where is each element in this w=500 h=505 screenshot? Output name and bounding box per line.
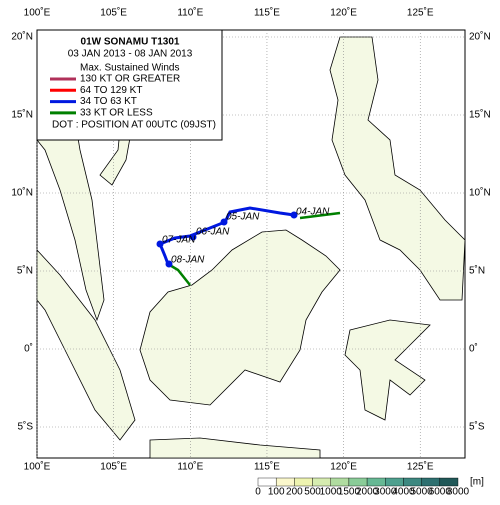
legend-box bbox=[36, 29, 223, 141]
colorbar-unit: [m] bbox=[470, 477, 484, 488]
lon-label: 110˚E bbox=[177, 7, 203, 19]
dot bbox=[220, 218, 228, 226]
lon-label: 120˚E bbox=[330, 461, 357, 473]
track-storm bbox=[158, 206, 295, 265]
dot bbox=[189, 233, 197, 241]
lat-label: 15˚N bbox=[11, 109, 33, 121]
colorbar-cell bbox=[330, 477, 350, 487]
lon-label: 125˚E bbox=[407, 461, 434, 473]
legend-label: 33 KT OR LESS bbox=[80, 108, 153, 119]
colorbar-label: 3000 bbox=[374, 487, 397, 498]
colorbar-cell bbox=[439, 477, 459, 487]
sumatra bbox=[36, 248, 136, 441]
dot bbox=[156, 240, 164, 248]
lat-label: 10˚N bbox=[11, 187, 33, 199]
lat-label: 5˚S bbox=[17, 421, 33, 433]
lon-label: 110˚E bbox=[177, 461, 203, 473]
colorbar-label: 200 bbox=[286, 487, 303, 498]
lat-label: 10˚N bbox=[469, 187, 491, 199]
colorbar-label: 100 bbox=[268, 487, 285, 498]
lat-label: 0˚ bbox=[24, 343, 33, 355]
period: 03 JAN 2013 - 08 JAN 2013 bbox=[68, 49, 193, 60]
colorbar-cell bbox=[403, 477, 422, 487]
colorbar-cell bbox=[385, 477, 404, 487]
position-dots bbox=[156, 211, 298, 268]
lon-label: 115˚E bbox=[254, 461, 280, 473]
lat-label: 5˚N bbox=[17, 265, 33, 277]
lon-label: 100˚E bbox=[24, 7, 51, 19]
lon-label: 125˚E bbox=[407, 7, 434, 19]
lon-label: 105˚E bbox=[100, 461, 127, 473]
track-weak bbox=[299, 211, 341, 220]
colorbar-cell bbox=[421, 477, 441, 487]
title: 01W SONAMU T1301 bbox=[81, 37, 180, 48]
colorbar-cell bbox=[294, 477, 313, 487]
lat-label: 5˚N bbox=[469, 265, 485, 277]
date-label: 04-JAN bbox=[296, 207, 330, 218]
colorbar-cell bbox=[257, 477, 277, 487]
colorbar-label: 1000 bbox=[320, 487, 343, 498]
colorbar-label: 6000 bbox=[429, 487, 452, 498]
legend-label: 34 TO 63 KT bbox=[80, 96, 137, 107]
java bbox=[149, 437, 321, 459]
sulawesi bbox=[344, 319, 431, 421]
borneo bbox=[139, 229, 341, 406]
colorbar-cell bbox=[348, 477, 368, 487]
lon-label: 105˚E bbox=[100, 7, 127, 19]
lat-label: 5˚S bbox=[469, 421, 485, 433]
colorbar-label: 1500 bbox=[338, 487, 361, 498]
colorbar-cell bbox=[275, 477, 295, 487]
lat-label: 20˚N bbox=[11, 31, 33, 43]
colorbar-cell bbox=[312, 477, 331, 487]
philippines bbox=[329, 36, 466, 301]
lon-label: 120˚E bbox=[330, 7, 357, 19]
colorbar-label: 5000 bbox=[411, 487, 434, 498]
colorbar-label: 8000 bbox=[447, 487, 470, 498]
legend-label: 130 KT OR GREATER bbox=[80, 74, 180, 85]
date-label: 08-JAN bbox=[171, 255, 205, 266]
colorbar-label: 4000 bbox=[392, 487, 415, 498]
colorbar-label: 500 bbox=[304, 487, 321, 498]
lon-label: 115˚E bbox=[254, 7, 280, 19]
lon-label: 100˚E bbox=[24, 461, 51, 473]
date-label: 07-JAN bbox=[162, 235, 196, 246]
date-label: 06-JAN bbox=[196, 227, 230, 238]
legend-note: DOT : POSITION AT 00UTC (09JST) bbox=[52, 120, 216, 131]
lat-label: 0˚ bbox=[469, 343, 478, 355]
dot bbox=[290, 211, 298, 219]
lat-label: 15˚N bbox=[469, 109, 491, 121]
land bbox=[36, 36, 466, 459]
colorbar-cell bbox=[366, 477, 386, 487]
legend-heading: Max. Sustained Winds bbox=[80, 63, 180, 74]
date-label: 05-JAN bbox=[226, 212, 260, 223]
dot bbox=[165, 260, 173, 268]
colorbar-label: 0 bbox=[255, 487, 261, 498]
colorbar-label: 2000 bbox=[356, 487, 379, 498]
legend-label: 64 TO 129 KT bbox=[80, 85, 142, 96]
lat-label: 20˚N bbox=[469, 31, 491, 43]
